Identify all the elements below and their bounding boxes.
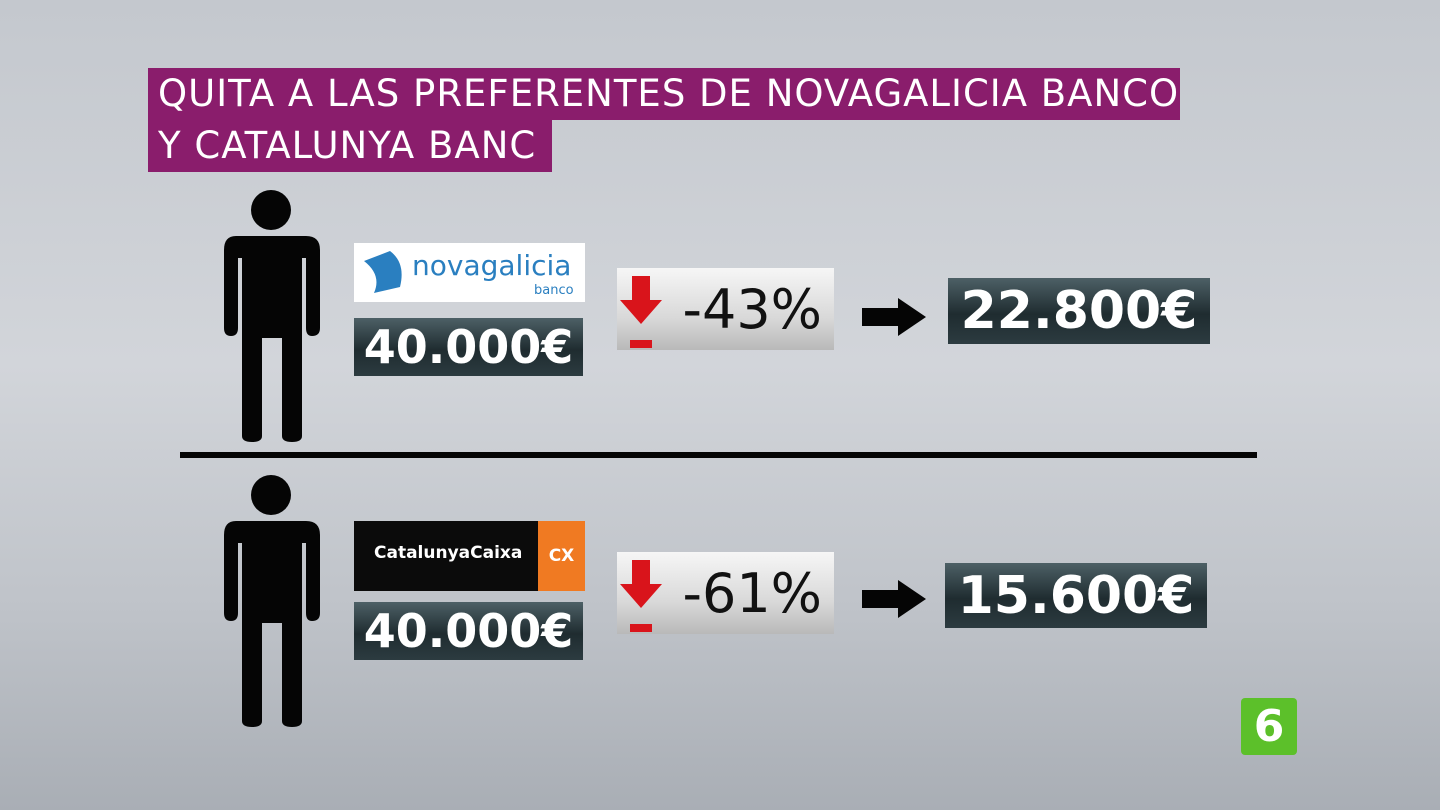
logo-subtitle: banco [534, 283, 574, 298]
channel-logo: 6 [1241, 698, 1297, 755]
down-arrow [620, 276, 662, 348]
logo-mark [364, 251, 402, 293]
amount: 40.000€ [354, 602, 583, 660]
right-arrow [862, 298, 926, 336]
logo-badge: CX [538, 521, 585, 591]
bank-logo: novagalicia banco [354, 243, 585, 302]
divider [180, 452, 1257, 458]
person-icon [224, 475, 320, 727]
person-icon [224, 190, 320, 442]
logo-name: CatalunyaCaixa [374, 543, 523, 563]
change: -43% [617, 268, 834, 350]
right-arrow [862, 580, 926, 618]
result: 15.600€ [945, 563, 1207, 628]
amount: 40.000€ [354, 318, 583, 376]
bank-logo: CatalunyaCaixa CX [354, 521, 585, 591]
title-line: QUITA A LAS PREFERENTES DE NOVAGALICIA B… [148, 68, 1180, 120]
title-line: Y CATALUNYA BANC [148, 120, 552, 172]
down-arrow [620, 560, 662, 632]
result: 22.800€ [948, 278, 1210, 344]
logo-name: novagalicia [412, 249, 572, 282]
